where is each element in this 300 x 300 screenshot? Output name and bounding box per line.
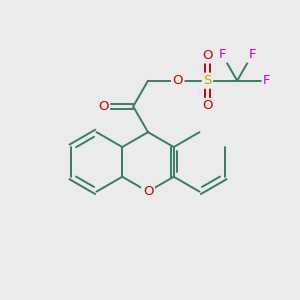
Text: O: O <box>202 100 213 112</box>
Text: O: O <box>143 185 153 198</box>
Text: F: F <box>248 48 256 62</box>
Text: F: F <box>263 74 271 87</box>
Text: S: S <box>203 74 212 87</box>
Text: O: O <box>172 74 183 87</box>
Text: O: O <box>98 100 109 113</box>
Text: O: O <box>202 49 213 62</box>
Text: F: F <box>219 48 226 62</box>
